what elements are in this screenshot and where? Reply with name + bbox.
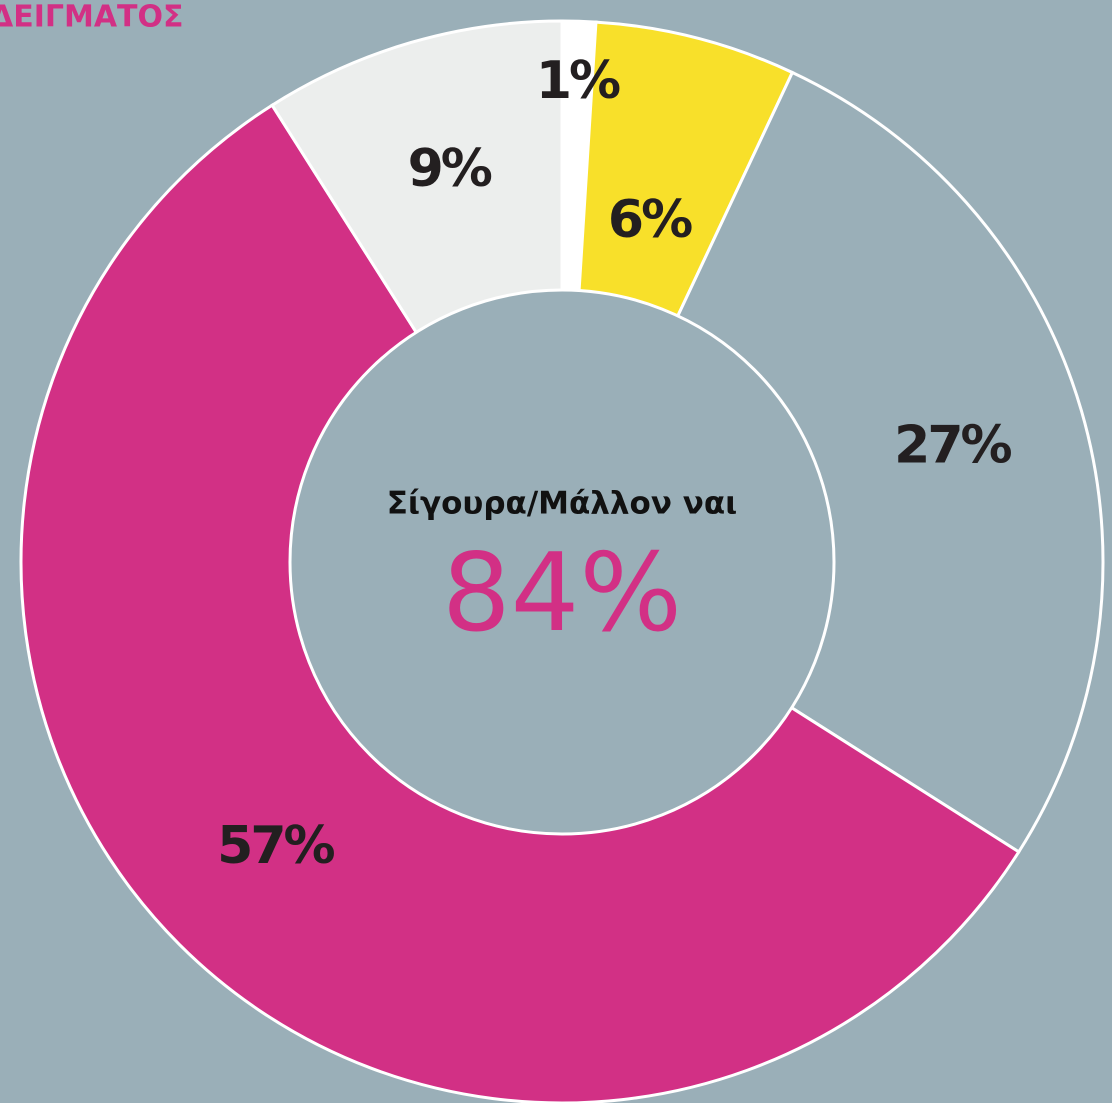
chart-title: ΔΕΙΓΜΑΤΟΣ: [0, 0, 184, 35]
value-label: 6%: [608, 190, 692, 250]
value-label: 27%: [894, 416, 1011, 476]
donut-hole: [288, 288, 836, 836]
value-label: 1%: [536, 51, 620, 111]
value-label: 9%: [408, 139, 492, 199]
center-text: Σίγουρα/Μάλλον ναι: [387, 486, 738, 522]
slice: [560, 70, 1105, 854]
value-label: 57%: [217, 816, 334, 876]
center-value: 84%: [442, 531, 682, 656]
